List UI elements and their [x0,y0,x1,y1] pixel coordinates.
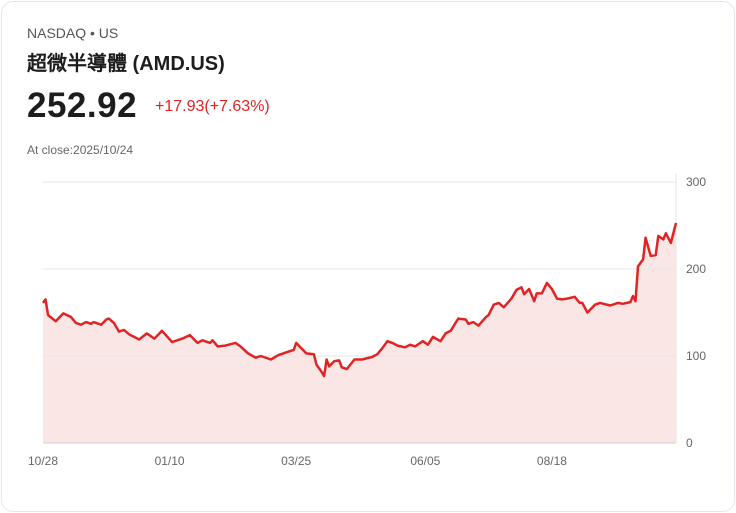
price-change: +17.93(+7.63%) [155,98,270,115]
y-tick-label: 100 [686,349,706,363]
x-tick-label: 03/25 [281,454,311,468]
close-date: At close:2025/10/24 [27,143,134,157]
x-tick-label: 10/28 [28,454,58,468]
exchange-label: NASDAQ • US [27,25,119,41]
current-price: 252.92 [27,86,138,125]
y-tick-label: 300 [686,175,706,189]
x-tick-label: 06/05 [410,454,440,468]
x-tick-label: 08/18 [537,454,567,468]
y-tick-label: 200 [686,262,706,276]
x-tick-label: 01/10 [155,454,185,468]
stock-title: 超微半導體 (AMD.US) [27,53,225,75]
y-tick-label: 0 [686,436,693,450]
area-fill [43,222,676,443]
price-line [41,222,678,378]
